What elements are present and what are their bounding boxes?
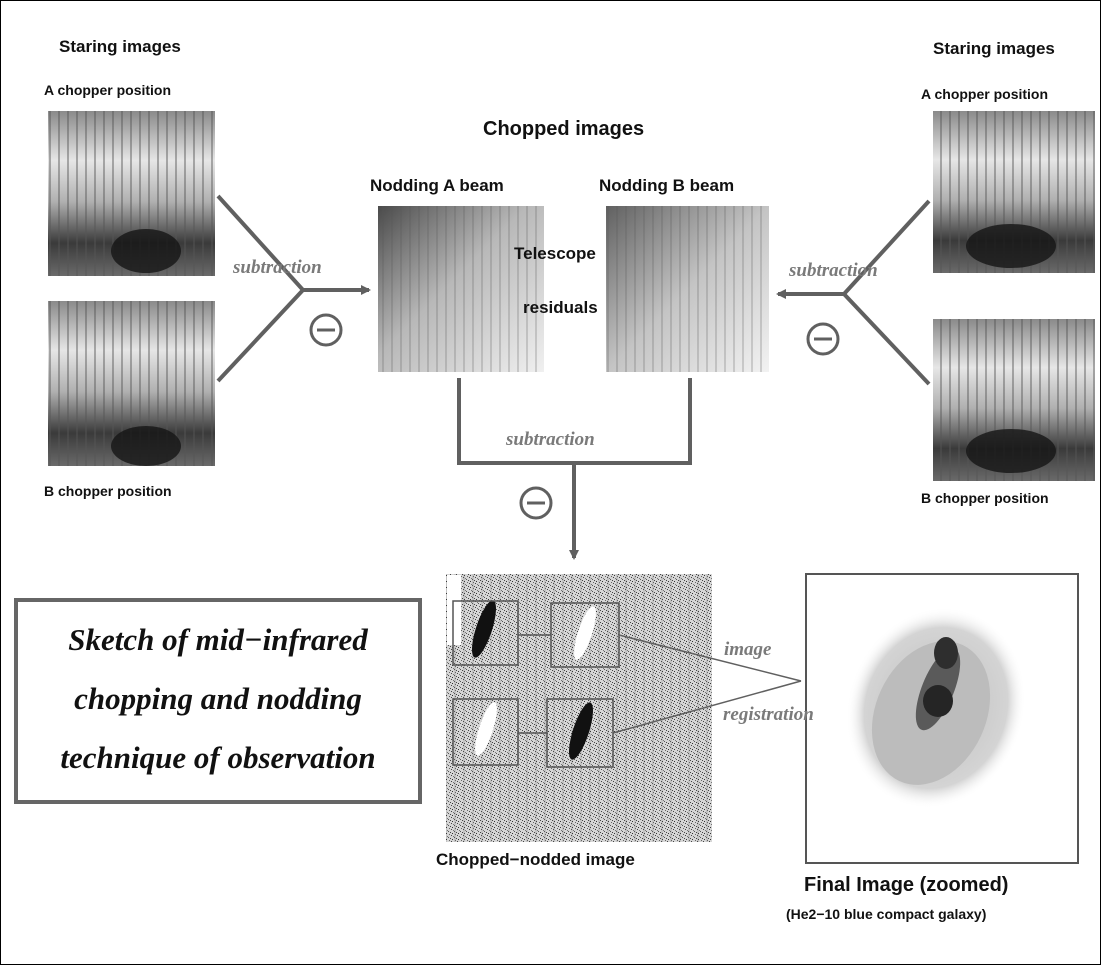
chopped-subtraction-connector [457, 378, 692, 560]
minus-icon [806, 322, 840, 356]
nodding-b-label: Nodding B beam [599, 176, 735, 195]
right-subtraction-connector [776, 199, 931, 386]
image-label: image [724, 639, 772, 660]
nodding-a-image [378, 206, 544, 372]
nodding-a-label: Nodding A beam [370, 176, 504, 195]
telescope-label: Telescope [514, 244, 596, 263]
right-staring-image-a [933, 111, 1095, 273]
left-subtraction-connector [216, 194, 371, 383]
nodding-b-image [606, 206, 769, 372]
right-staring-heading: Staring images [933, 39, 1055, 58]
final-image-subcaption: (He2−10 blue compact galaxy) [786, 906, 987, 922]
subtraction-label-bottom: subtraction [506, 429, 595, 450]
right-b-chopper-label: B chopper position [921, 490, 1049, 506]
sketch-line-2: chopping and nodding [74, 681, 362, 716]
chopped-nodded-caption: Chopped−nodded image [436, 850, 635, 869]
left-staring-image-b [48, 301, 215, 466]
subtraction-label-right: subtraction [789, 260, 878, 281]
sketch-title-box: Sketch of mid−infrared chopping and nodd… [14, 598, 422, 804]
left-staring-image-a [48, 111, 215, 276]
subtraction-label-left: subtraction [233, 257, 322, 278]
residuals-label: residuals [523, 298, 598, 317]
left-b-chopper-label: B chopper position [44, 483, 172, 499]
sketch-line-3: technique of observation [60, 740, 376, 775]
minus-icon [519, 486, 553, 520]
minus-icon [309, 313, 343, 347]
left-staring-heading: Staring images [59, 37, 181, 56]
registration-connector [612, 634, 802, 734]
final-image [805, 573, 1079, 864]
chopped-heading: Chopped images [483, 118, 645, 140]
final-image-caption: Final Image (zoomed) [804, 874, 1009, 896]
right-a-chopper-label: A chopper position [921, 86, 1049, 102]
chopped-nodded-image [446, 574, 712, 842]
sketch-line-1: Sketch of mid−infrared [68, 622, 368, 657]
left-a-chopper-label: A chopper position [44, 82, 172, 98]
right-staring-image-b [933, 319, 1095, 481]
registration-label: registration [723, 704, 814, 725]
